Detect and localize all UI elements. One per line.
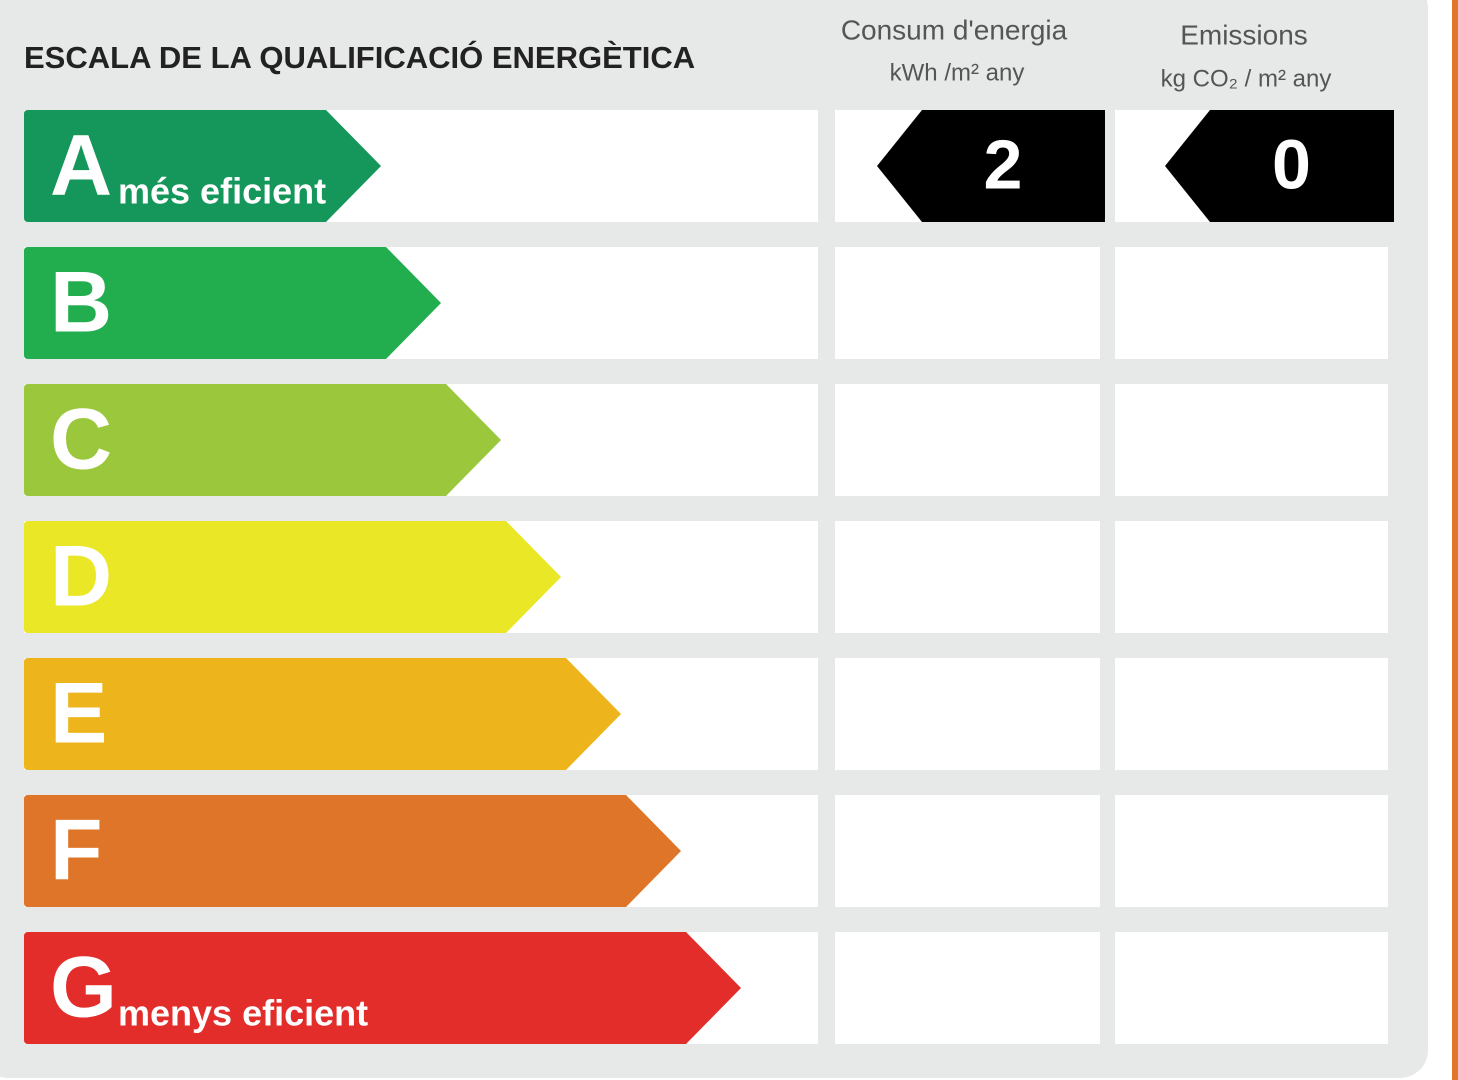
cell — [835, 658, 1100, 770]
grade-arrow — [24, 795, 681, 907]
cell — [835, 521, 1100, 633]
rating-arrow — [1165, 110, 1394, 222]
grade-label: menys eficient — [118, 993, 368, 1034]
column-title: Emissions — [1180, 19, 1308, 50]
edge — [1452, 0, 1458, 1080]
rating-value: 2 — [984, 125, 1023, 203]
cell — [1115, 384, 1388, 496]
grade-letter: B — [50, 255, 112, 351]
column-unit: kWh /m² any — [890, 59, 1025, 86]
grade-arrow — [24, 110, 381, 222]
cell — [835, 795, 1100, 907]
cell — [1115, 658, 1388, 770]
cell — [1115, 521, 1388, 633]
cell — [835, 247, 1100, 359]
grade-arrow — [24, 247, 441, 359]
grade-letter: G — [50, 940, 117, 1036]
grade-arrow — [24, 521, 561, 633]
grade-arrow — [24, 384, 501, 496]
grade-letter: A — [50, 118, 112, 214]
grade-arrow — [24, 932, 741, 1044]
rating-arrow — [877, 110, 1105, 222]
cell — [835, 384, 1100, 496]
cell — [1115, 795, 1388, 907]
column-title: Consum d'energia — [841, 14, 1068, 45]
grade-letter: E — [50, 666, 107, 762]
cell — [835, 932, 1100, 1044]
grade-letter: D — [50, 529, 112, 625]
cell — [1115, 247, 1388, 359]
grade-letter: F — [50, 803, 103, 899]
rating-value: 0 — [1272, 125, 1311, 203]
grade-label: més eficient — [118, 171, 326, 212]
column-unit: kg CO₂ / m² any — [1161, 65, 1332, 92]
title: ESCALA DE LA QUALIFICACIÓ ENERGÈTICA — [24, 39, 695, 75]
cell — [1115, 932, 1388, 1044]
grade-arrow — [24, 658, 621, 770]
grade-letter: C — [50, 392, 112, 488]
